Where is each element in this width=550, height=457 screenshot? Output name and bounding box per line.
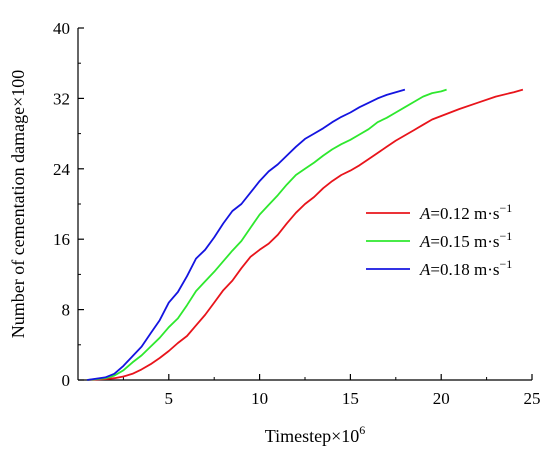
series-line-3 (86, 88, 406, 381)
x-tick-label: 15 (342, 389, 359, 408)
x-tick-label: 5 (165, 389, 174, 408)
y-tick-label: 40 (53, 19, 70, 38)
legend: A=0.12 m·s−1 A=0.15 m·s−1 A=0.18 m·s−1 (366, 201, 512, 279)
y-tick-label: 0 (62, 371, 71, 390)
x-tick-label: 20 (433, 389, 450, 408)
x-tick-label: 25 (524, 389, 541, 408)
series-line-2 (87, 88, 447, 381)
x-axis-ticks: 5 10 15 20 25 (122, 374, 541, 408)
y-tick-label: 32 (53, 89, 70, 108)
y-tick-label: 24 (53, 160, 71, 179)
legend-label-1: A=0.12 m·s−1 (419, 201, 512, 223)
x-tick-label: 10 (251, 389, 268, 408)
x-axis-label: Timestep×106 (265, 423, 366, 446)
y-tick-label: 16 (53, 230, 70, 249)
series-lines (86, 88, 524, 381)
y-axis-ticks: 0 8 16 24 32 40 (53, 19, 84, 390)
series-line-1 (87, 88, 524, 381)
y-axis-label: Number of cementation damage×100 (8, 70, 28, 339)
legend-label-2: A=0.15 m·s−1 (419, 229, 512, 251)
y-tick-label: 8 (62, 301, 71, 320)
legend-label-3: A=0.18 m·s−1 (419, 257, 512, 279)
